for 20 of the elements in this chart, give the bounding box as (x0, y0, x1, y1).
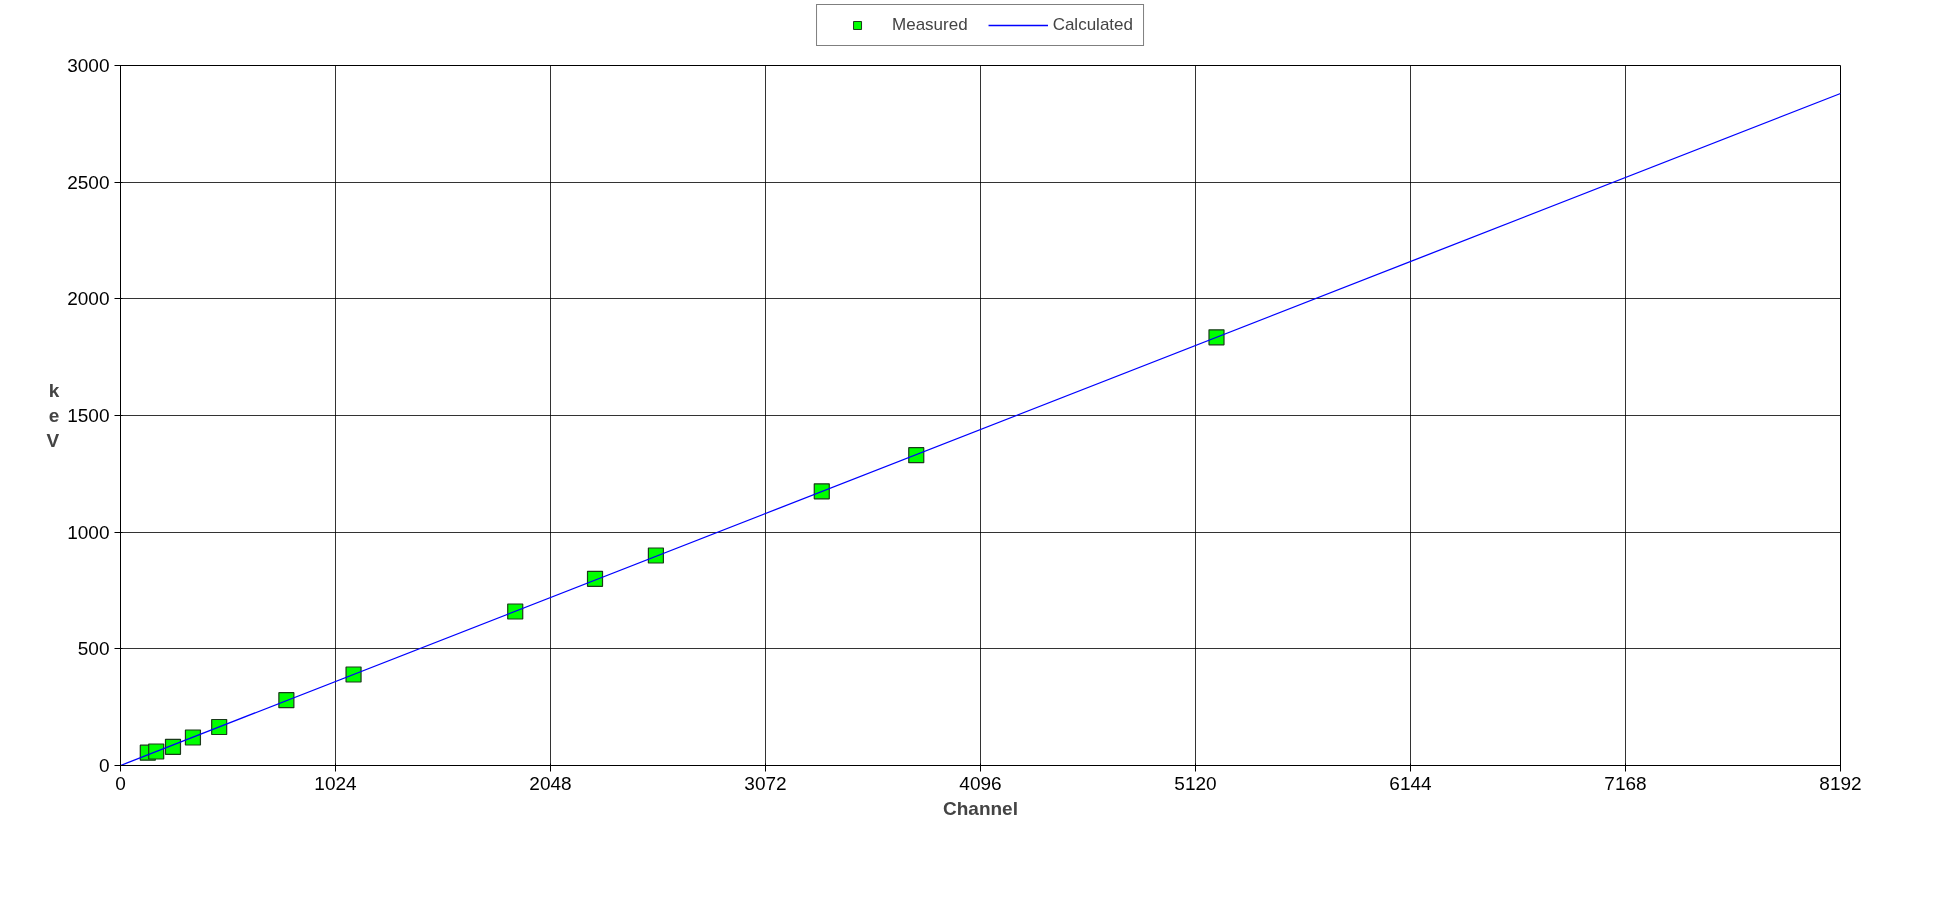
legend-label: Calculated (1052, 15, 1133, 35)
x-tick-label: 4096 (959, 772, 1002, 794)
x-tick-label: 0 (115, 772, 126, 794)
y-tick-label: 0 (98, 755, 110, 776)
x-tick-label: 6144 (1389, 772, 1433, 794)
x-tick-label: 2048 (529, 772, 572, 794)
y-tick-label: 500 (77, 638, 110, 660)
y-axis-title: keV (46, 379, 60, 452)
y-tick-label: 2000 (67, 288, 110, 310)
y-tick-label: 2500 (67, 171, 110, 193)
y-tick-label: 3000 (67, 55, 110, 76)
x-tick-label: 3072 (744, 772, 787, 794)
x-tick-label: 1024 (314, 772, 358, 794)
x-tick-label: 7168 (1604, 772, 1647, 794)
y-tick-label: 1000 (67, 521, 110, 543)
x-axis-title: Channel (943, 797, 1018, 819)
x-tick-label: 5120 (1174, 772, 1217, 794)
y-tick-label: 1500 (67, 405, 110, 426)
x-tick-label: 8192 (1819, 772, 1862, 794)
legend-label: Measured (892, 15, 968, 35)
